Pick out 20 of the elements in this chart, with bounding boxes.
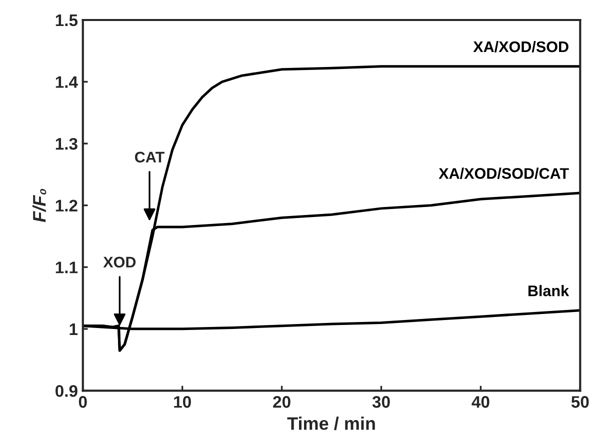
y-tick-label: 0.9: [56, 385, 78, 397]
annotation: XOD: [103, 256, 136, 268]
y-tick-label: 1: [70, 324, 78, 335]
y-tick-label: 1.3: [56, 138, 78, 150]
y-tick-label: 1.1: [56, 262, 78, 274]
y-tick-label: 1.4: [56, 76, 78, 88]
y-tick-label: 1.5: [56, 14, 78, 26]
x-tick-label: 50: [571, 396, 589, 408]
series-label: XA/XOD/SOD: [473, 40, 568, 52]
series-label: Blank: [528, 285, 570, 296]
series-label: XA/XOD/SOD/CAT: [438, 168, 569, 180]
x-tick-label: 40: [472, 396, 490, 408]
x-tick-label: 20: [273, 396, 290, 408]
x-tick-label: 10: [174, 396, 191, 408]
y-axis-title: F/F₀: [32, 188, 46, 222]
annotation: CAT: [135, 152, 164, 163]
x-tick-label: 0: [78, 396, 87, 408]
y-tick-label: 1.2: [56, 200, 78, 212]
x-tick-label: 30: [372, 396, 390, 408]
x-axis-title: Time / min: [287, 416, 375, 430]
